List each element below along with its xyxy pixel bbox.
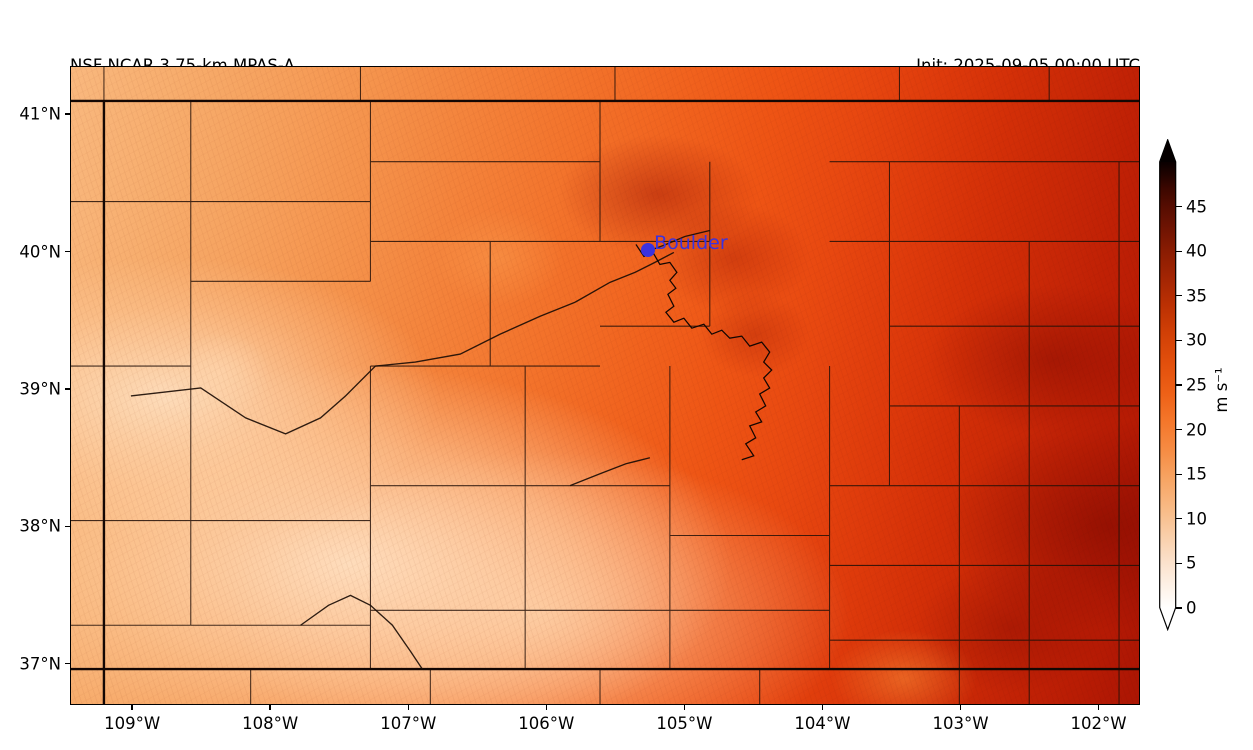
longitude-tick-label: 105°W bbox=[656, 714, 713, 733]
boulder-marker-dot[interactable] bbox=[641, 242, 656, 257]
longitude-tick bbox=[959, 705, 962, 710]
colorbar-tick-label: 45 bbox=[1186, 197, 1207, 217]
wind-barb-overlay bbox=[71, 67, 1139, 704]
latitude-tick bbox=[65, 113, 70, 115]
latitude-tick bbox=[65, 388, 70, 390]
colorbar-tick bbox=[1176, 428, 1182, 431]
colorbar-tick bbox=[1176, 384, 1182, 386]
longitude-tick bbox=[821, 705, 824, 710]
longitude-tick bbox=[1097, 705, 1100, 710]
shear-field-texture bbox=[71, 67, 1139, 704]
longitude-tick-label: 103°W bbox=[932, 714, 989, 733]
colorbar-tick-label: 30 bbox=[1186, 330, 1207, 350]
colorbar-tick bbox=[1176, 473, 1182, 475]
colorbar-tick bbox=[1176, 607, 1182, 609]
longitude-tick bbox=[407, 705, 409, 710]
colorbar-tick bbox=[1176, 250, 1182, 252]
continental-divide bbox=[635, 244, 773, 461]
colorbar-tick-label: 20 bbox=[1186, 420, 1207, 440]
state-borders bbox=[71, 99, 1139, 704]
boulder-marker-label: Boulder bbox=[654, 231, 728, 254]
latitude-tick-label: 38°N bbox=[19, 516, 61, 536]
colorbar-tick bbox=[1176, 295, 1182, 297]
latitude-tick-label: 39°N bbox=[19, 379, 61, 399]
longitude-tick-label: 107°W bbox=[380, 714, 437, 733]
longitude-tick-label: 108°W bbox=[242, 714, 299, 733]
colorbar-tick-label: 0 bbox=[1186, 598, 1197, 618]
longitude-tick-label: 106°W bbox=[518, 714, 575, 733]
longitude-tick-label: 109°W bbox=[104, 714, 161, 733]
colorbar-tick bbox=[1176, 339, 1182, 342]
colorbar-tick-label: 10 bbox=[1186, 509, 1207, 529]
colorbar[interactable]: 0 5 10 15 20 25 30 35 40 45 bbox=[1159, 139, 1207, 631]
latitude-tick bbox=[65, 525, 70, 528]
longitude-tick bbox=[545, 705, 547, 710]
colorbar-tick-label: 35 bbox=[1186, 286, 1207, 306]
colorbar-tick bbox=[1176, 518, 1182, 520]
colorbar-tick bbox=[1176, 562, 1182, 565]
colorbar-tick-label: 5 bbox=[1186, 553, 1197, 573]
latitude-tick-label: 41°N bbox=[19, 104, 61, 124]
longitude-tick bbox=[683, 705, 686, 710]
river-and-terrain-lines bbox=[130, 229, 710, 670]
longitude-tick-label: 104°W bbox=[794, 714, 851, 733]
map-panel[interactable]: Boulder bbox=[70, 66, 1140, 705]
longitude-tick bbox=[269, 705, 271, 710]
latitude-tick bbox=[65, 663, 70, 665]
latitude-tick-label: 40°N bbox=[19, 242, 61, 262]
colorbar-under-arrow bbox=[1160, 608, 1176, 630]
colorbar-over-arrow bbox=[1160, 140, 1176, 162]
shear-field-anomalies bbox=[71, 67, 1139, 704]
colorbar-tick-label: 15 bbox=[1186, 464, 1207, 484]
latitude-tick bbox=[65, 250, 70, 253]
colorbar-tick-label: 40 bbox=[1186, 241, 1207, 261]
longitude-tick-label: 102°W bbox=[1070, 714, 1127, 733]
colorbar-unit-label: m s⁻¹ bbox=[1212, 367, 1232, 413]
colorbar-gradient bbox=[1160, 162, 1176, 608]
colorbar-tick bbox=[1176, 205, 1182, 208]
latitude-tick-label: 37°N bbox=[19, 654, 61, 674]
longitude-tick bbox=[131, 705, 133, 710]
geographic-borders bbox=[71, 67, 1139, 704]
colorbar-tick-label: 25 bbox=[1186, 375, 1207, 395]
